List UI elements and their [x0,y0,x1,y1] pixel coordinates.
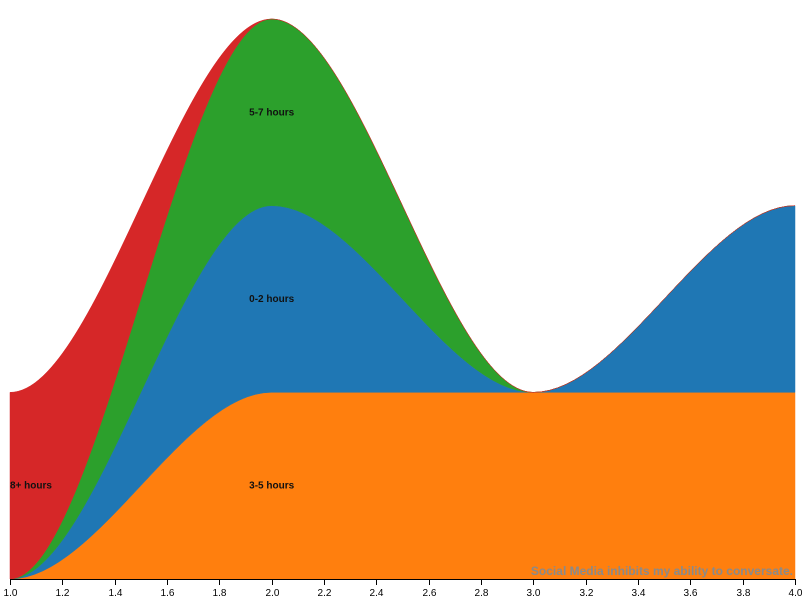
x-tick-label: 1.0 [4,588,18,599]
area-8-hours [9,18,796,580]
area-series-group [9,18,796,580]
x-tick-label: 4.0 [789,588,803,599]
x-tick-label: 1.6 [161,588,175,599]
x-tick-label: 3.6 [684,588,698,599]
x-tick-label: 1.4 [109,588,123,599]
chart-title: Social Media inhibits my ability to conv… [531,564,793,578]
x-axis-ticks: 1.0 1.2 1.4 1.6 1.8 2.0 2.2 2.4 2.6 2.8 3.0 3.2 3.4 3… [4,579,803,599]
x-tick-label: 2.8 [475,588,489,599]
x-tick-label: 2.2 [318,588,332,599]
area-label-3-5-hours: 3-5 hours [249,481,294,492]
x-tick-label: 3.8 [737,588,751,599]
area-label-8-hours: 8+ hours [10,481,52,492]
x-tick-label: 2.4 [370,588,384,599]
x-tick-label: 2.0 [266,588,280,599]
x-axis: 1.0 1.2 1.4 1.6 1.8 2.0 2.2 2.4 2.6 2.8 3.0 3.2 3.4 3… [4,579,803,599]
area-label-0-2-hours: 0-2 hours [249,294,294,305]
x-tick-label: 3.0 [527,588,541,599]
x-tick-label: 1.8 [213,588,227,599]
x-tick-label: 3.4 [632,588,646,599]
area-labels-group: 3-5 hours 0-2 hours 5-7 hours 8+ hours [10,107,295,491]
x-tick-label: 1.2 [56,588,70,599]
x-tick-label: 3.2 [580,588,594,599]
x-tick-label: 2.6 [423,588,437,599]
area-label-5-7-hours: 5-7 hours [249,107,294,118]
